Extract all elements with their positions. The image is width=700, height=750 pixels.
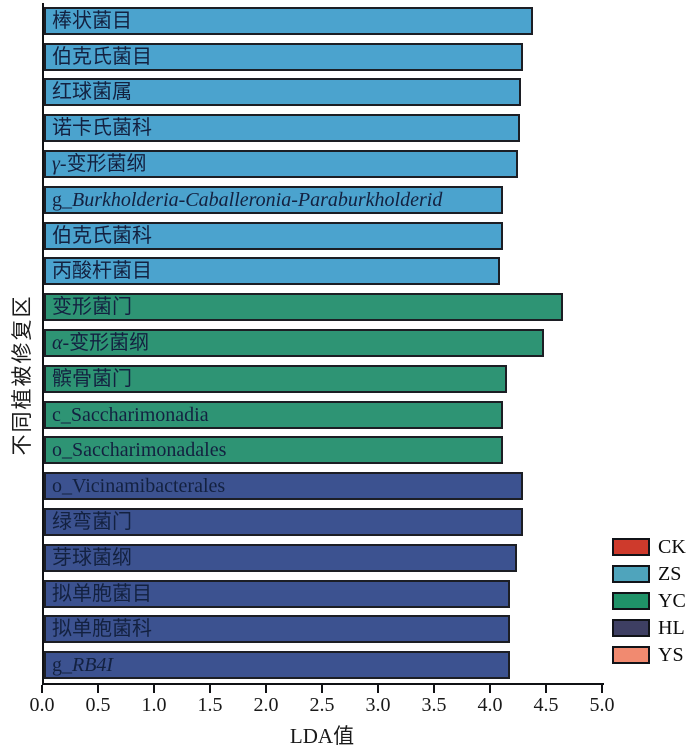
lda-bar: 拟单胞菌科 xyxy=(44,615,510,644)
legend-swatch-yc xyxy=(612,592,650,610)
bar-row: c_Saccharimonadia xyxy=(44,400,604,429)
bar-row: 拟单胞菌科 xyxy=(44,615,604,644)
lda-bar: o_Saccharimonadales xyxy=(44,436,504,465)
lda-bar: 伯克氏菌科 xyxy=(44,221,504,250)
x-tick-mark xyxy=(377,685,379,693)
bar-label: o_Vicinamibacterales xyxy=(52,475,226,498)
lda-bar: g_Burkholderia-Caballeronia-Paraburkhold… xyxy=(44,185,504,214)
x-tick-label: 1.0 xyxy=(141,694,167,716)
lda-bar: 变形菌门 xyxy=(44,293,563,322)
lda-bar: 红球菌属 xyxy=(44,78,522,107)
bar-row: o_Saccharimonadales xyxy=(44,436,604,465)
bar-label: 伯克氏菌目 xyxy=(52,45,152,68)
plot-area: 棒状菌目伯克氏菌目红球菌属诺卡氏菌科 γ-变形菌纲 g_Burkholderia-C… xyxy=(42,3,604,685)
bar-label: γ-变形菌纲 xyxy=(52,153,147,176)
bar-row: γ-变形菌纲 xyxy=(44,150,604,179)
lda-bar: 髌骨菌门 xyxy=(44,364,507,393)
bar-row: 拟单胞菌目 xyxy=(44,579,604,608)
lda-bar: 芽球菌纲 xyxy=(44,543,517,572)
bar-label: 红球菌属 xyxy=(52,81,132,104)
legend-label: HL xyxy=(658,617,685,639)
bar-label: 丙酸杆菌目 xyxy=(52,260,152,283)
legend-swatch-zs xyxy=(612,565,650,583)
lda-bar: 丙酸杆菌目 xyxy=(44,257,500,286)
bar-row: 诺卡氏菌科 xyxy=(44,114,604,143)
bar-label: g_RB4I xyxy=(52,654,114,677)
bar-label: 拟单胞菌科 xyxy=(52,618,152,641)
legend-swatch-ck xyxy=(612,538,650,556)
bar-label: 芽球菌纲 xyxy=(52,546,132,569)
x-tick-mark xyxy=(601,685,603,693)
bar-label: 拟单胞菌目 xyxy=(52,582,152,605)
bar-label: 变形菌门 xyxy=(52,296,132,319)
x-tick-mark xyxy=(321,685,323,693)
x-tick-mark xyxy=(41,685,43,693)
bar-label: 棒状菌目 xyxy=(52,9,132,32)
lda-bar: α-变形菌纲 xyxy=(44,329,544,357)
lda-bar: 棒状菌目 xyxy=(44,6,534,35)
bar-row: 髌骨菌门 xyxy=(44,364,604,393)
bar-row: 红球菌属 xyxy=(44,78,604,107)
bar-label: α-变形菌纲 xyxy=(52,332,150,354)
legend-item-yc: YC xyxy=(612,590,686,612)
x-tick-label: 1.5 xyxy=(197,694,223,716)
x-tick-mark xyxy=(489,685,491,693)
legend-label: CK xyxy=(658,536,686,558)
x-tick-label: 0.5 xyxy=(85,694,111,716)
bar-row: 绿弯菌门 xyxy=(44,507,604,536)
x-tick-mark xyxy=(433,685,435,693)
legend-item-hl: HL xyxy=(612,617,685,639)
lda-bar: o_Vicinamibacterales xyxy=(44,472,524,501)
bar-row: g_RB4I xyxy=(44,651,604,680)
x-axis-label: LDA值 xyxy=(289,724,355,748)
legend-item-zs: ZS xyxy=(612,563,682,585)
bar-label: 髌骨菌门 xyxy=(52,367,132,390)
x-tick-mark xyxy=(209,685,211,693)
lda-bar: g_RB4I xyxy=(44,651,510,680)
bar-row: o_Vicinamibacterales xyxy=(44,472,604,501)
legend-label: ZS xyxy=(658,563,682,585)
x-tick-label: 3.5 xyxy=(421,694,447,716)
x-tick-mark xyxy=(97,685,99,693)
x-tick-label: 4.5 xyxy=(533,694,559,716)
bar-row: g_Burkholderia-Caballeronia-Paraburkhold… xyxy=(44,185,604,214)
bar-row: 芽球菌纲 xyxy=(44,543,604,572)
lda-bar: 伯克氏菌目 xyxy=(44,42,524,71)
bar-label: o_Saccharimonadales xyxy=(52,439,227,462)
y-axis-label: 不同植被修复区 xyxy=(10,294,34,456)
x-tick-label: 5.0 xyxy=(589,694,615,716)
lda-bar: 诺卡氏菌科 xyxy=(44,114,520,143)
bar-label: g_Burkholderia-Caballeronia-Paraburkhold… xyxy=(52,188,443,211)
x-tick-label: 4.0 xyxy=(477,694,503,716)
bar-row: α-变形菌纲 xyxy=(44,329,604,357)
lda-bar: c_Saccharimonadia xyxy=(44,400,504,429)
lda-bar: 绿弯菌门 xyxy=(44,507,524,536)
bar-row: 伯克氏菌科 xyxy=(44,221,604,250)
bar-label: 诺卡氏菌科 xyxy=(52,117,152,140)
lda-bar: γ-变形菌纲 xyxy=(44,150,518,179)
bar-row: 伯克氏菌目 xyxy=(44,42,604,71)
lda-bar: 拟单胞菌目 xyxy=(44,579,510,608)
legend-item-ys: YS xyxy=(612,644,684,666)
x-tick-mark xyxy=(265,685,267,693)
bar-row: 丙酸杆菌目 xyxy=(44,257,604,286)
x-tick-mark xyxy=(153,685,155,693)
x-tick-label: 2.0 xyxy=(253,694,279,716)
legend-label: YS xyxy=(658,644,684,666)
bar-label: c_Saccharimonadia xyxy=(52,403,209,426)
x-tick-label: 2.5 xyxy=(309,694,335,716)
x-tick-mark xyxy=(545,685,547,693)
legend-item-ck: CK xyxy=(612,536,686,558)
legend-swatch-hl xyxy=(612,619,650,637)
x-tick-label: 3.0 xyxy=(365,694,391,716)
legend-label: YC xyxy=(658,590,686,612)
bar-label: 绿弯菌门 xyxy=(52,510,132,533)
bar-row: 变形菌门 xyxy=(44,293,604,322)
bar-label: 伯克氏菌科 xyxy=(52,224,152,247)
bar-row: 棒状菌目 xyxy=(44,6,604,35)
legend-swatch-ys xyxy=(612,646,650,664)
x-tick-label: 0.0 xyxy=(29,694,55,716)
